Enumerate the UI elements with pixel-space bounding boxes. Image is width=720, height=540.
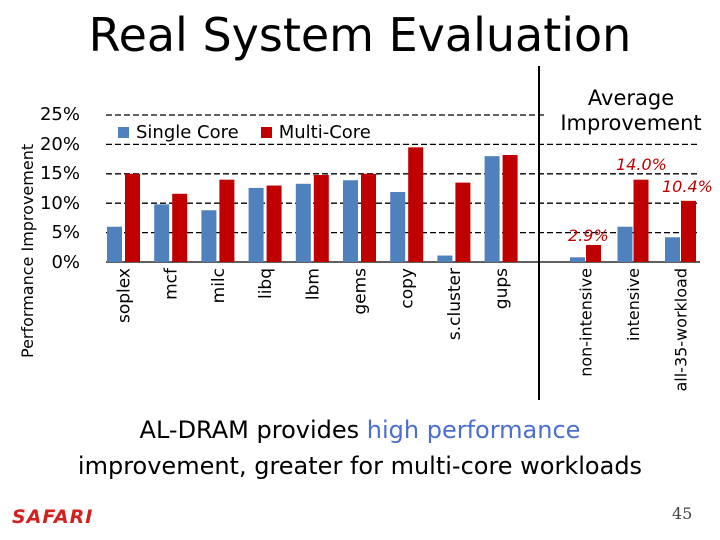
x-tick-label: intensive: [624, 268, 643, 341]
benchmark-bar-single-core: [248, 187, 264, 262]
average-bar-multi-core: [633, 179, 649, 262]
average-panel-title: Average Improvement: [546, 86, 716, 136]
x-tick-label: s.cluster: [445, 268, 465, 340]
x-tick-label: soplex: [115, 268, 135, 323]
x-tick-label: non-intensive: [577, 268, 596, 377]
benchmark-bar-single-core: [107, 226, 122, 262]
x-tick-label: gems: [351, 268, 371, 315]
average-bar-single-core: [570, 257, 585, 262]
conclusion-text: AL-DRAM provides high performance improv…: [0, 412, 720, 484]
legend-swatch-single-core: [118, 127, 129, 138]
legend-label-multi-core: Multi-Core: [278, 122, 371, 143]
legend-label-single-core: Single Core: [136, 122, 239, 143]
slide-title: Real System Evaluation: [88, 8, 632, 62]
benchmark-bar-single-core: [295, 183, 311, 262]
conclusion-text-plain: AL-DRAM provides: [139, 416, 367, 444]
benchmark-bar-multi-core: [408, 147, 424, 262]
conclusion-highlight: high performance: [366, 416, 581, 444]
legend-item-single-core: Single Core: [118, 122, 239, 143]
benchmark-bar-multi-core: [313, 174, 329, 262]
benchmark-bar-single-core: [437, 255, 453, 262]
x-tick-label: copy: [398, 268, 418, 309]
x-tick-label: lbm: [303, 268, 323, 300]
page-number: 45: [672, 504, 693, 523]
benchmark-bar-single-core: [201, 210, 217, 262]
benchmark-bar-multi-core: [502, 154, 518, 262]
safari-logo: SAFARI: [12, 506, 94, 528]
benchmark-bar-single-core: [154, 204, 170, 262]
benchmark-bar-multi-core: [125, 173, 140, 262]
benchmark-bar-multi-core: [361, 173, 376, 262]
x-tick-label: gups: [492, 268, 512, 309]
x-tick-label: libq: [256, 268, 276, 299]
legend-swatch-multi-core: [260, 127, 272, 138]
average-bar-single-core: [617, 226, 633, 262]
x-tick-label: milc: [209, 268, 229, 303]
benchmark-bar-multi-core: [172, 193, 188, 262]
benchmark-bar-multi-core: [455, 182, 471, 262]
benchmark-bar-multi-core: [219, 179, 235, 262]
benchmark-bar-single-core: [484, 156, 500, 262]
benchmark-bar-single-core: [390, 192, 406, 262]
x-tick-label: all-35-workload: [672, 268, 691, 392]
y-tick-label: 15%: [39, 163, 80, 184]
y-tick-label: 5%: [51, 222, 80, 243]
benchmark-bar-multi-core: [266, 185, 282, 262]
y-tick-label: 25%: [39, 104, 80, 125]
y-tick-label: 10%: [39, 193, 80, 214]
y-tick-label: 20%: [39, 134, 80, 155]
avg-annotation-intensive: 14.0%: [616, 155, 667, 174]
conclusion-line-2: improvement, greater for multi-core work…: [77, 452, 643, 480]
average-bar-multi-core: [681, 200, 696, 262]
conclusion-line-1: AL-DRAM provides high performance: [0, 412, 720, 448]
legend: Single Core Multi-Core: [118, 122, 371, 143]
avg-annotation-non-intensive: 2.9%: [568, 226, 609, 245]
benchmark-bar-single-core: [343, 180, 358, 262]
avg-annotation-all: 10.4%: [662, 177, 713, 196]
average-bar-multi-core: [586, 244, 601, 262]
legend-item-multi-core: Multi-Core: [260, 122, 371, 143]
y-tick-label: 0%: [51, 252, 80, 273]
x-tick-label: mcf: [162, 267, 182, 300]
average-bar-single-core: [665, 237, 680, 262]
